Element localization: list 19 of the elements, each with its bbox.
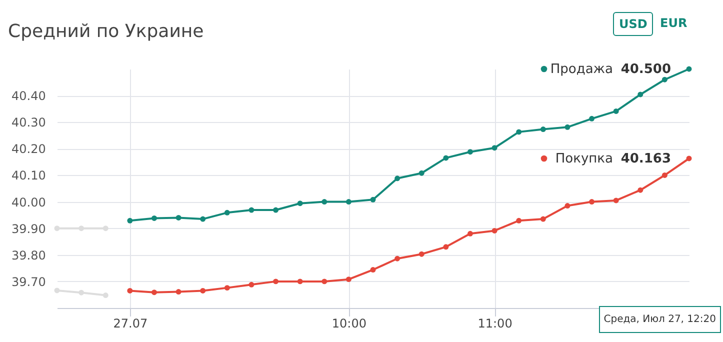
text: 40.10 bbox=[12, 168, 46, 183]
text: USD bbox=[613, 12, 654, 36]
x-tick-label: 11:00 bbox=[478, 316, 512, 330]
legend-label: Покупка bbox=[555, 151, 613, 166]
text: 40.00 bbox=[12, 195, 46, 210]
chart-title: Средний по Украине bbox=[8, 21, 204, 42]
text: 40.20 bbox=[12, 142, 46, 156]
text: Среда, Июл 27, 12:20 bbox=[598, 306, 721, 333]
text: EUR bbox=[659, 15, 688, 32]
text: 39.90 bbox=[12, 222, 46, 236]
x-tick-label: 10:00 bbox=[332, 316, 366, 330]
text: 39.80 bbox=[12, 248, 46, 262]
data-label: 40.163 bbox=[620, 151, 671, 166]
text: 40.30 bbox=[12, 116, 46, 130]
text: 39.70 bbox=[12, 274, 46, 289]
text: 40.40 bbox=[12, 89, 46, 104]
x-tick-label: 27.07 bbox=[113, 316, 148, 330]
data-label: 40.500 bbox=[620, 62, 671, 77]
legend-label: Продажа bbox=[550, 62, 613, 77]
